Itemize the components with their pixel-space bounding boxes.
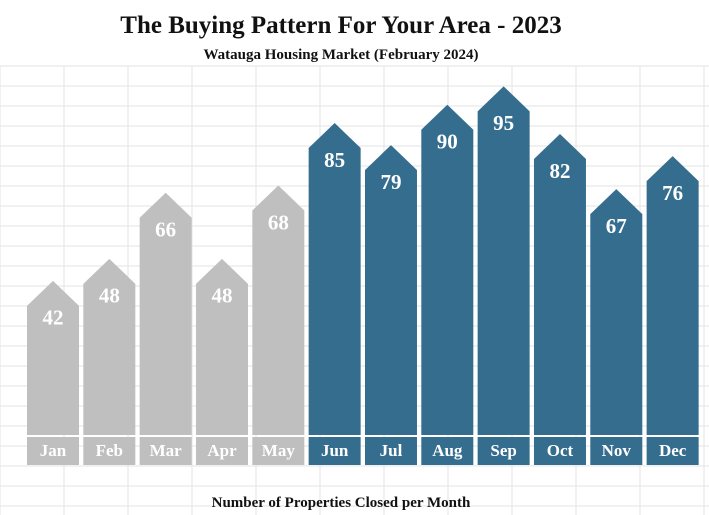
tick-background-aug — [421, 437, 474, 465]
tick-background-feb — [83, 437, 136, 465]
data-label-sep: 95 — [493, 111, 514, 135]
data-label-may: 68 — [268, 210, 289, 234]
data-label-jul: 79 — [380, 170, 401, 194]
bars-group: 42 48 66 48 68 85 79 90 95 82 67 76 — [27, 86, 699, 436]
chart-title: The Buying Pattern For Your Area - 2023 — [120, 12, 561, 39]
tick-label-mar: Mar — [150, 441, 183, 460]
bar-nov — [590, 189, 643, 435]
tick-label-apr: Apr — [207, 441, 237, 460]
tick-background-oct — [533, 437, 586, 465]
tick-label-nov: Nov — [602, 441, 632, 460]
chart-subtitle: Watauga Housing Market (February 2024) — [204, 47, 479, 63]
bar-may — [252, 185, 305, 435]
tick-background-dec — [646, 437, 699, 465]
tick-label-feb: Feb — [96, 441, 123, 460]
tick-label-sep: Sep — [490, 441, 516, 460]
tick-label-dec: Dec — [659, 441, 687, 460]
data-label-mar: 66 — [155, 218, 176, 242]
tick-background-may — [252, 437, 305, 465]
tick-background-jun — [308, 437, 361, 465]
bar-dec — [646, 156, 699, 435]
bar-sep — [477, 86, 530, 435]
bar-jan — [27, 280, 79, 435]
data-label-dec: 76 — [662, 181, 683, 205]
data-label-apr: 48 — [211, 284, 232, 308]
tick-background-apr — [195, 437, 248, 465]
bar-feb — [83, 258, 136, 435]
x-axis-tick-labels: Jan Feb Mar Apr May Jun Jul Aug Sep Oct Nov Dec — [27, 437, 699, 465]
data-label-nov: 67 — [606, 214, 627, 238]
x-axis-label: Number of Properties Closed per Month — [212, 495, 471, 511]
tick-background-jul — [364, 437, 417, 465]
bar-oct — [533, 134, 586, 435]
data-label-jan: 42 — [43, 306, 64, 330]
tick-background-nov — [590, 437, 643, 465]
data-label-jun: 85 — [324, 148, 345, 172]
bar-mar — [139, 192, 192, 435]
bar-jun — [308, 123, 361, 436]
data-label-feb: 48 — [99, 284, 120, 308]
tick-label-jun: Jun — [321, 441, 349, 460]
data-label-oct: 82 — [549, 159, 570, 183]
bar-jul — [364, 145, 417, 435]
data-label-aug: 90 — [437, 130, 458, 154]
tick-background-mar — [139, 437, 192, 465]
bar-aug — [421, 104, 474, 435]
tick-label-may: May — [262, 441, 296, 460]
tick-background-jan — [27, 437, 79, 465]
tick-label-jul: Jul — [380, 441, 403, 460]
tick-label-aug: Aug — [432, 441, 463, 460]
tick-background-sep — [477, 437, 530, 465]
tick-label-jan: Jan — [40, 441, 67, 460]
tick-label-oct: Oct — [547, 441, 574, 460]
bar-apr — [195, 258, 248, 435]
